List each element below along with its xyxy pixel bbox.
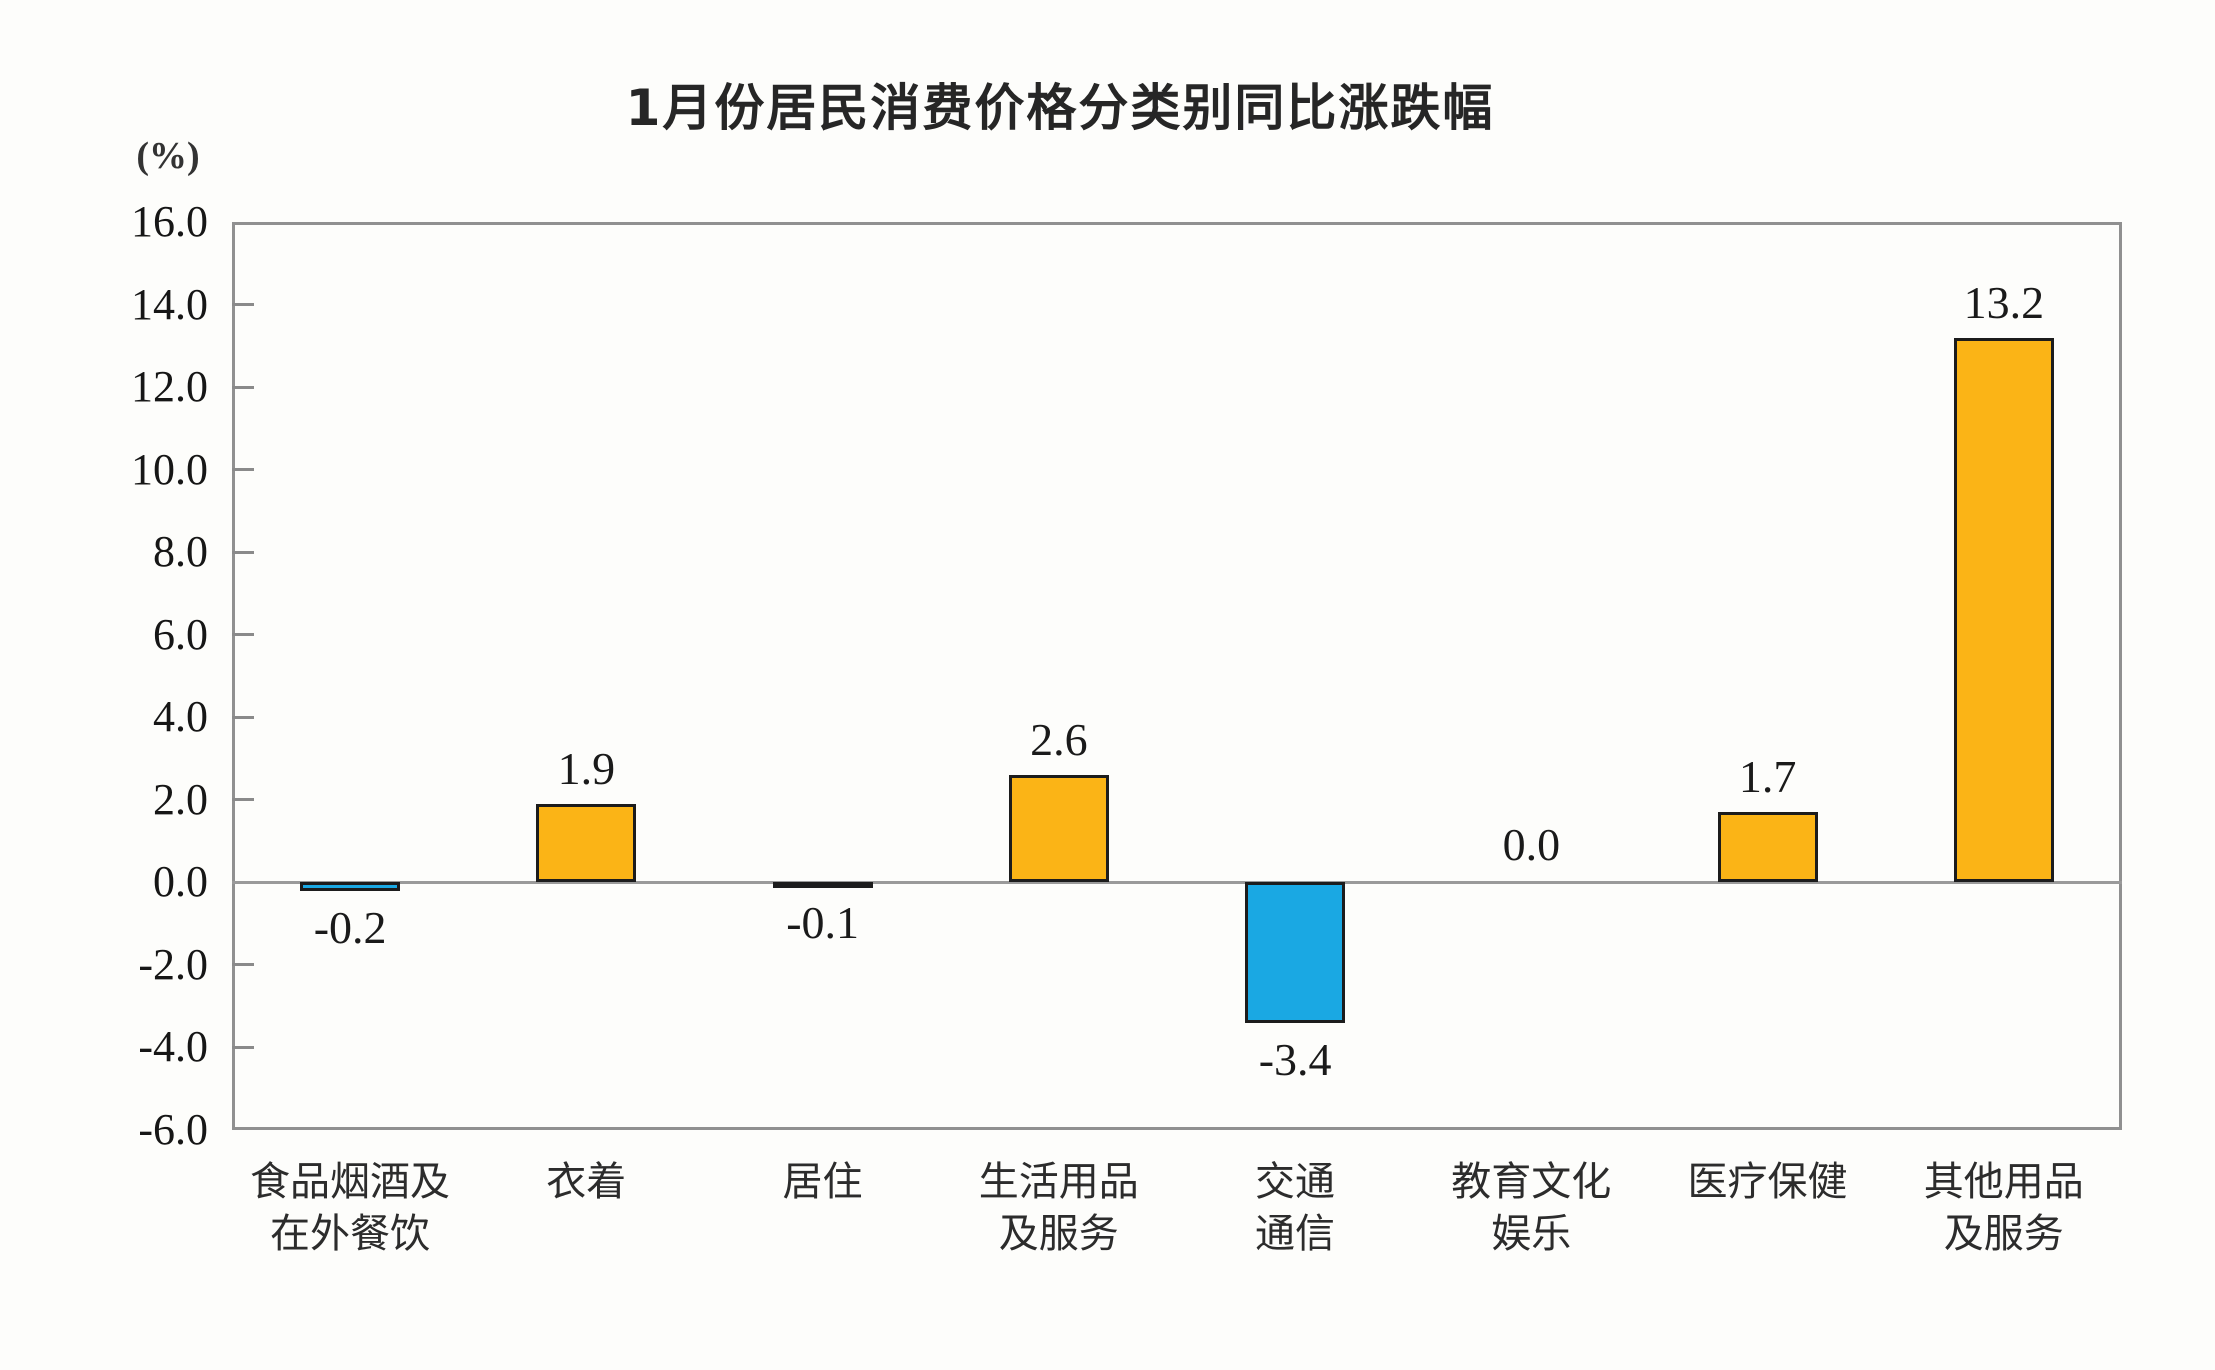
y-tick-label: 16.0 [131, 197, 208, 246]
y-tick-mark [232, 633, 254, 637]
bar [1953, 337, 2054, 883]
bar-value-label: 2.6 [1030, 714, 1088, 766]
bar-value-label: -3.4 [1258, 1033, 1332, 1085]
y-axis-unit-label: (%) [136, 135, 200, 177]
y-tick-mark [232, 468, 254, 472]
y-tick-label: 14.0 [131, 279, 208, 329]
bar [1717, 812, 1818, 883]
y-tick-label: -4.0 [138, 1022, 208, 1072]
y-tick-label: 2.0 [153, 774, 208, 824]
category-label: 教育文化 娱乐 [1451, 1159, 1612, 1257]
y-tick-mark [232, 303, 254, 307]
y-tick-label: 12.0 [131, 362, 208, 412]
bar [300, 882, 401, 891]
category-label: 其他用品 及服务 [1923, 1159, 2084, 1257]
zero-baseline [232, 880, 2122, 884]
y-tick-label: -6.0 [138, 1105, 208, 1154]
y-tick-mark [232, 550, 254, 554]
bar-value-label: 0.0 [1502, 819, 1561, 871]
chart-title: 1月份居民消费价格分类别同比涨跌幅 [625, 79, 1495, 137]
y-tick-label: 4.0 [153, 692, 208, 742]
bar-value-label: 1.9 [557, 742, 616, 794]
plot-area [232, 222, 2122, 1130]
bar-value-label: 1.7 [1738, 751, 1797, 803]
bar-value-label: -0.2 [313, 901, 387, 953]
category-label: 衣着 [546, 1159, 627, 1205]
y-tick-label: -2.0 [138, 939, 208, 989]
y-tick-mark [232, 385, 254, 389]
bar-value-label: 13.2 [1963, 276, 2045, 328]
category-label: 交通 通信 [1255, 1159, 1335, 1257]
y-tick-mark [232, 963, 254, 967]
bar-value-label: -0.1 [786, 897, 860, 949]
category-label: 食品烟酒及 在外餐饮 [250, 1159, 450, 1257]
y-tick-label: 8.0 [153, 527, 208, 577]
bar [536, 803, 637, 883]
y-tick-label: 0.0 [153, 857, 208, 907]
category-label: 居住 [782, 1159, 863, 1205]
category-label: 医疗保健 [1687, 1159, 1848, 1205]
bar [772, 882, 873, 889]
y-tick-label: 6.0 [153, 609, 208, 659]
y-tick-label: 10.0 [131, 444, 208, 494]
bar [1245, 882, 1346, 1023]
category-label: 生活用品 及服务 [978, 1159, 1139, 1257]
bar [1008, 775, 1109, 883]
y-tick-mark [232, 798, 254, 802]
y-tick-mark [232, 1045, 254, 1049]
y-tick-mark [232, 715, 254, 719]
